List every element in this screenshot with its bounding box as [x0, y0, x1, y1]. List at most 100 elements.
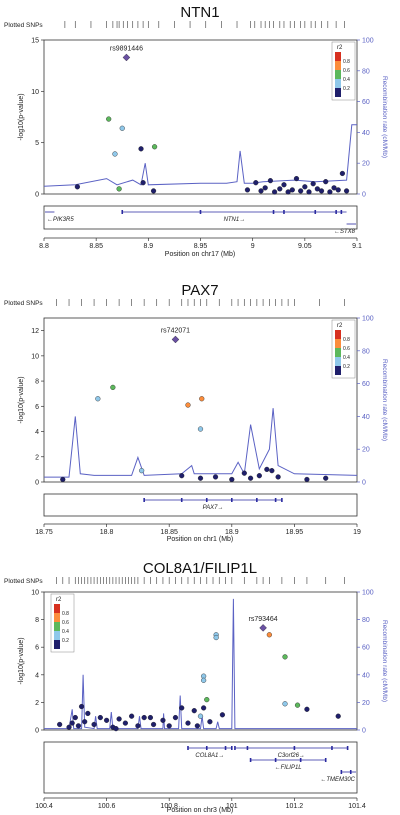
gene-exon [256, 498, 258, 502]
plotted-snps-label: Plotted SNPs [4, 300, 43, 307]
snp-point [258, 188, 264, 194]
gene-exon [274, 758, 277, 762]
snp-point [85, 710, 91, 717]
recombination-rate-line [44, 408, 358, 478]
snp-point [113, 726, 119, 732]
snp-point [293, 176, 300, 182]
y2-tick-label: 0 [362, 192, 366, 199]
legend-swatch [54, 613, 60, 622]
gene-exon [293, 746, 296, 750]
gene-label: PAX7→ [203, 505, 224, 511]
y2-axis-label: Recombination rate (cM/Mb) [381, 359, 388, 441]
lead-snp-marker [259, 624, 267, 632]
plot-frame [43, 591, 358, 731]
snp-point [179, 705, 185, 711]
r2-legend: r2 0.8 0.6 0.4 0.2 [50, 593, 75, 653]
snp-point [282, 701, 288, 707]
snp-point [201, 705, 207, 711]
x-tick-label: 18.8 [100, 529, 114, 536]
gene-label: ←PIK3R5 [47, 217, 74, 223]
y2-tick-label: 40 [362, 672, 370, 679]
gene-exon [340, 770, 343, 774]
y2-axis: 0 20 40 60 80 100 [357, 316, 374, 487]
y2-tick-label: 0 [362, 480, 366, 487]
snp-point [116, 716, 122, 722]
y-tick-label: 8 [35, 379, 39, 386]
gene-exon [283, 210, 285, 214]
snp-point [110, 384, 116, 390]
snp-point [256, 473, 262, 479]
y-tick-label: 12 [31, 328, 39, 335]
snp-point [267, 178, 274, 184]
gene-label: NTN1→ [224, 217, 246, 223]
gene-exon [331, 746, 333, 750]
lead-snp-label: rs9891446 [110, 45, 143, 52]
plotted-snps-label: Plotted SNPs [4, 578, 43, 585]
snp-point [74, 184, 80, 190]
snp-point [95, 396, 101, 402]
gene-exon [274, 498, 277, 502]
x-tick-label: 100.6 [98, 803, 116, 810]
y2-tick-label: 40 [362, 130, 370, 137]
legend-swatch [335, 357, 341, 366]
snp-points [60, 384, 329, 483]
snp-point [91, 721, 97, 728]
snp-point [339, 170, 345, 177]
legend-label: 0.8 [343, 59, 350, 65]
snp-point [247, 475, 254, 481]
snp-point [69, 720, 75, 726]
snp-point [119, 125, 125, 131]
y2-tick-label: 20 [362, 447, 370, 454]
legend-label: 0.6 [343, 68, 350, 74]
snp-point [275, 474, 281, 480]
snp-point [269, 468, 275, 474]
x-axis: 18.75 18.8 18.85 18.9 18.95 19 [35, 523, 361, 536]
x-tick-label: 8.85 [89, 243, 103, 250]
snp-point [150, 721, 157, 728]
snp-point [60, 476, 66, 483]
x-axis: 8.8 8.85 8.9 8.95 9 9.05 9.1 [39, 237, 362, 250]
chart-title: PAX7 [181, 282, 218, 299]
gene-exon [180, 498, 183, 502]
lead-snp-marker [171, 335, 180, 344]
snp-point [323, 179, 329, 185]
y-tick-label: 2 [35, 700, 39, 707]
snp-point [207, 719, 213, 725]
y-axis-label: -log10(p-value) [18, 637, 25, 684]
y-axis-label: -log10(p-value) [18, 93, 25, 140]
snp-point [264, 466, 270, 472]
snp-point [318, 188, 325, 194]
snp-point [185, 402, 191, 408]
legend-label: 0.8 [343, 337, 350, 343]
legend-swatch [335, 61, 341, 70]
x-tick-label: 9.05 [298, 243, 312, 250]
x-tick-label: 9 [251, 243, 255, 250]
legend-swatch [335, 348, 341, 357]
snp-point [122, 720, 128, 726]
snp-point [116, 186, 122, 192]
snp-point [166, 723, 172, 729]
y-tick-label: 6 [35, 404, 39, 411]
y-tick-label: 6 [35, 645, 39, 652]
snp-point [139, 468, 145, 474]
plotted-snps-label: Plotted SNPs [4, 22, 43, 29]
y2-tick-label: 0 [362, 728, 366, 735]
y2-tick-label: 40 [362, 414, 370, 421]
snp-point [298, 188, 304, 194]
gene-exon [187, 746, 189, 750]
snp-point [151, 144, 158, 150]
legend-label: 0.2 [62, 638, 69, 644]
legend-swatch [54, 604, 60, 613]
snp-point [129, 713, 135, 719]
snp-point [185, 720, 191, 726]
snp-point [310, 181, 316, 187]
snp-point [277, 186, 283, 192]
snp-point [82, 719, 88, 725]
snp-point [197, 713, 204, 719]
snp-point [304, 476, 310, 483]
legend-label: 0.4 [343, 77, 350, 83]
plotted-snps-track [56, 299, 345, 306]
y2-tick-label: 80 [362, 348, 370, 355]
x-tick-label: 18.95 [286, 529, 304, 536]
y2-tick-label: 100 [362, 590, 374, 597]
